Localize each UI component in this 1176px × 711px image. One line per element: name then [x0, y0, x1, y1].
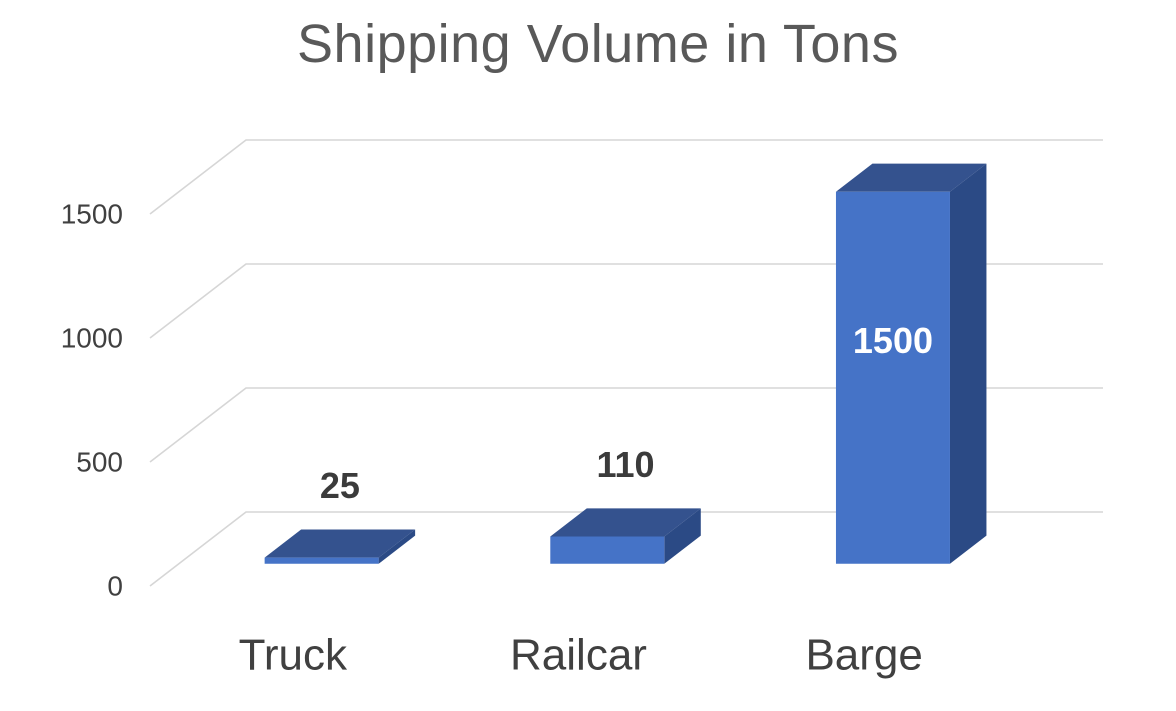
- y-tick-label-500: 500: [76, 447, 123, 478]
- category-labels-layer: Truck Railcar Barge: [239, 631, 923, 680]
- y-tick-label-1000: 1000: [61, 323, 123, 354]
- chart-title: Shipping Volume in Tons: [297, 14, 899, 74]
- bar-truck-top-face: [264, 529, 416, 558]
- data-labels-layer: 25 110 1500: [320, 320, 933, 506]
- gridline-1000: [149, 263, 1103, 339]
- bar-railcar-side-face: [664, 508, 701, 564]
- bar-barge-top-face: [835, 163, 987, 192]
- data-label-barge: 1500: [853, 320, 933, 361]
- category-label-barge: Barge: [805, 631, 922, 680]
- bar-barge-side-face: [949, 163, 987, 564]
- bar-barge-front-face: [835, 191, 950, 564]
- data-label-truck: 25: [320, 465, 360, 506]
- gridline-1500: [149, 139, 1103, 215]
- y-axis-tick-labels: 0 500 1000 1500: [61, 199, 123, 602]
- gridline-0: [149, 511, 1103, 587]
- bar-truck-front-face: [264, 557, 379, 564]
- bar-truck-side-face: [378, 529, 416, 564]
- category-label-truck: Truck: [239, 631, 348, 680]
- y-tick-label-0: 0: [107, 571, 123, 602]
- gridlines-layer: [149, 139, 1103, 587]
- bar-railcar-top-face: [550, 508, 701, 537]
- gridline-500: [149, 387, 1103, 463]
- bar-railcar-front-face: [550, 536, 665, 564]
- bars-layer: [264, 163, 987, 564]
- data-label-railcar: 110: [597, 444, 655, 485]
- y-tick-label-1500: 1500: [61, 199, 123, 230]
- category-label-railcar: Railcar: [510, 631, 647, 680]
